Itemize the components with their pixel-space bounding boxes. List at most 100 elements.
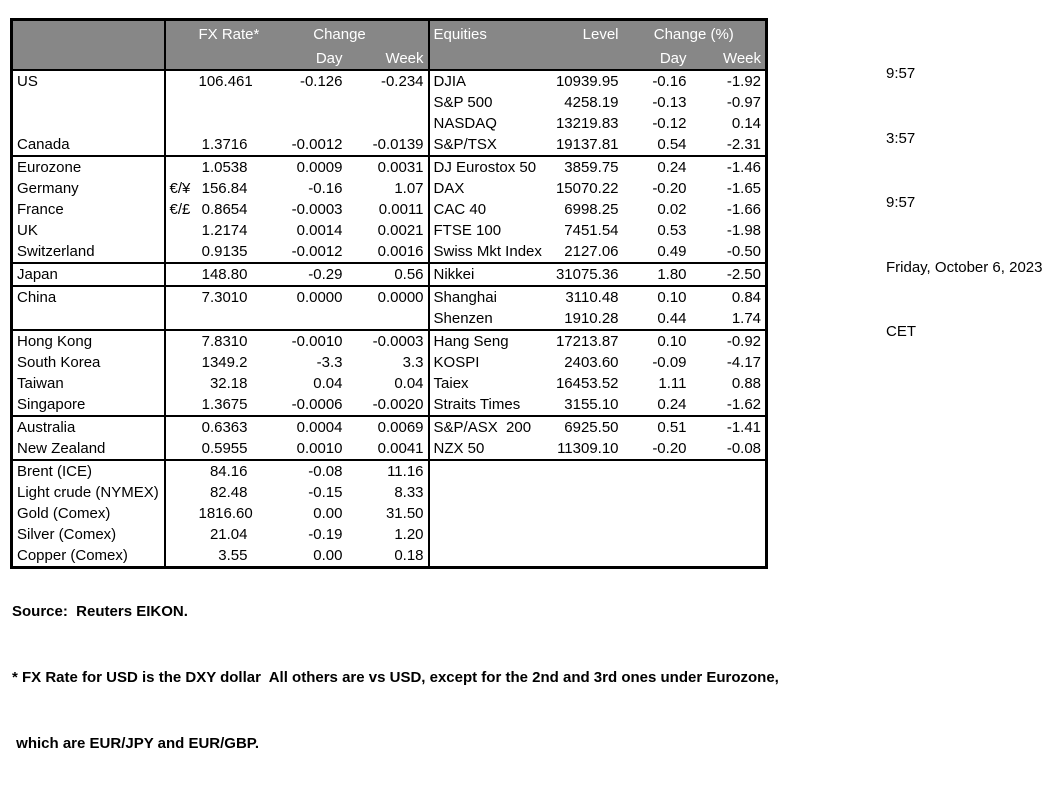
fx-week-header: Week — [346, 48, 430, 71]
fx-change-week-value: 8.33 — [346, 482, 430, 503]
equity-level-value: 6998.25 — [564, 201, 619, 218]
fx-change-week-value: 0.0041 — [346, 438, 430, 460]
equity-change-day-value: 1.11 — [658, 375, 687, 392]
equity-change-day-value: 0.49 — [657, 243, 687, 260]
fx-change-week-value: 0.0000 — [346, 285, 430, 308]
equities-day-header: Day — [622, 48, 691, 71]
region-label — [11, 308, 166, 330]
table-header: FX Rate* Change Equities Level Change (%… — [11, 19, 767, 71]
table-row: US 106.461 -0.126 -0.234 DJIA 10939.95 -0.16 -1… — [11, 70, 767, 92]
fx-pair-symbol — [164, 329, 195, 352]
fx-rate-value: 1.0538 — [194, 155, 252, 178]
equity-change-week-value: -0.97 — [726, 94, 762, 111]
timestamp-panel: 9:57 3:57 9:57 Friday, October 6, 2023 C… — [886, 20, 1042, 386]
fx-change-day-value: 0.04 — [313, 375, 343, 392]
equity-change-day-value: -0.13 — [652, 94, 687, 111]
fx-pair-symbol — [165, 524, 195, 545]
fx-pair-symbol — [164, 155, 195, 178]
equity-change-week-value: -1.41 — [690, 415, 767, 438]
source-line: Source: Reuters EIKON. — [12, 603, 188, 620]
equity-label — [429, 503, 541, 524]
equity-change-week-value — [690, 459, 767, 482]
equity-change-day-value: -0.16 — [652, 73, 687, 90]
fx-pair-symbol — [165, 92, 195, 113]
equity-level-value: 13219.83 — [555, 115, 619, 132]
region-label — [11, 113, 166, 134]
equity-label: CAC 40 — [433, 201, 487, 218]
fx-rate-value: 82.48 — [209, 484, 248, 501]
fx-rate-value: 0.6363 — [194, 415, 252, 438]
region-label: Eurozone — [11, 155, 166, 178]
equity-label: S&P 500 — [433, 94, 493, 111]
equity-change-week-value: -2.50 — [690, 262, 767, 286]
region-label: Canada — [11, 134, 166, 156]
fx-pair-symbol — [165, 308, 195, 330]
fx-change-day-value — [252, 113, 347, 134]
equity-label — [429, 482, 541, 503]
fx-change-week-value: 31.50 — [346, 503, 430, 524]
equity-change-week-value — [691, 482, 767, 503]
fx-pair-symbol — [164, 459, 195, 482]
equity-change-day-value: -0.20 — [652, 180, 687, 197]
fx-change-header: Change — [251, 19, 430, 48]
fx-change-day-value — [252, 92, 347, 113]
equity-change-day-value: 0.51 — [622, 415, 691, 438]
region-label: Germany — [11, 178, 166, 199]
header-empty-cell — [194, 48, 252, 71]
equity-label: NZX 50 — [433, 440, 485, 457]
equity-change-week-value: -1.65 — [726, 180, 762, 197]
region-label: France — [11, 199, 166, 220]
table-row: Brent (ICE) 84.16 -0.08 11.16 — [11, 459, 767, 482]
fx-pair-symbol — [165, 113, 195, 134]
equity-level-value: 17213.87 — [540, 329, 623, 352]
table-row: France €/£ 0.8654 -0.0003 0.0011 CAC 40 6998.2… — [11, 199, 767, 220]
equity-change-day-value: -0.12 — [652, 115, 687, 132]
table-row: Gold (Comex) 1816.60 0.00 31.50 — [11, 503, 767, 524]
fx-rate-value: 0.8654 — [201, 201, 248, 218]
table-row: Hong Kong 7.8310 -0.0010 -0.0003 Hang Seng 17… — [11, 329, 767, 352]
equity-change-week-value — [691, 503, 767, 524]
header-empty-cell — [428, 48, 541, 71]
time-alt-2: 9:57 — [886, 194, 916, 211]
equity-change-day-value: 0.24 — [622, 155, 691, 178]
fx-change-week-value: -0.0020 — [346, 394, 430, 416]
equity-label: NASDAQ — [433, 115, 497, 132]
fx-rate-value — [195, 308, 252, 330]
equity-change-day-value: 0.10 — [622, 329, 691, 352]
equity-level-value: 15070.22 — [555, 180, 619, 197]
table-body: US 106.461 -0.126 -0.234 DJIA 10939.95 -0.16 -1… — [11, 70, 767, 568]
table-row: Switzerland 0.9135 -0.0012 0.0016 Swiss Mkt … — [11, 241, 767, 263]
equity-change-week-value: -2.31 — [726, 136, 762, 153]
fx-rate-value: 0.9135 — [201, 243, 248, 260]
fx-pair-symbol — [165, 482, 195, 503]
equity-label: S&P/TSX — [433, 136, 497, 153]
fx-change-week-value — [346, 92, 430, 113]
fx-change-day-value: -0.0003 — [291, 201, 343, 218]
fx-change-week-value: 11.16 — [346, 459, 430, 482]
fx-pair-symbol — [164, 285, 195, 308]
header-row-2: Day Week Day Week — [11, 48, 767, 71]
equity-change-day-value: -0.09 — [652, 354, 687, 371]
equity-label: FTSE 100 — [433, 222, 502, 239]
equity-level-value: 16453.52 — [555, 375, 619, 392]
timezone-label: CET — [886, 323, 916, 340]
equity-change-day-value — [623, 482, 691, 503]
equity-level-value: 3110.48 — [540, 285, 623, 308]
region-label — [11, 92, 166, 113]
fx-rate-value: 7.3010 — [194, 285, 252, 308]
fx-rate-value: 84.16 — [194, 459, 252, 482]
fx-pair-symbol — [164, 415, 195, 438]
equity-label: S&P/ASX 200 — [428, 415, 541, 438]
fx-rate-value: 1.2174 — [201, 222, 248, 239]
table-row: South Korea 1349.2 -3.3 3.3 KOSPI 2403.60 -0.0… — [11, 352, 767, 373]
fx-pair-symbol — [165, 394, 195, 416]
fx-change-day-value: -0.16 — [308, 180, 343, 197]
equity-label — [429, 524, 541, 545]
header-empty-cell — [11, 48, 166, 71]
fx-change-day-value: 0.00 — [313, 547, 343, 564]
fx-pair-symbol — [165, 438, 195, 460]
table-row: Light crude (NYMEX) 82.48 -0.15 8.33 — [11, 482, 767, 503]
fx-change-week-value: -0.0139 — [346, 134, 430, 156]
header-empty-cell — [164, 19, 195, 48]
fx-change-week-value — [346, 308, 430, 330]
